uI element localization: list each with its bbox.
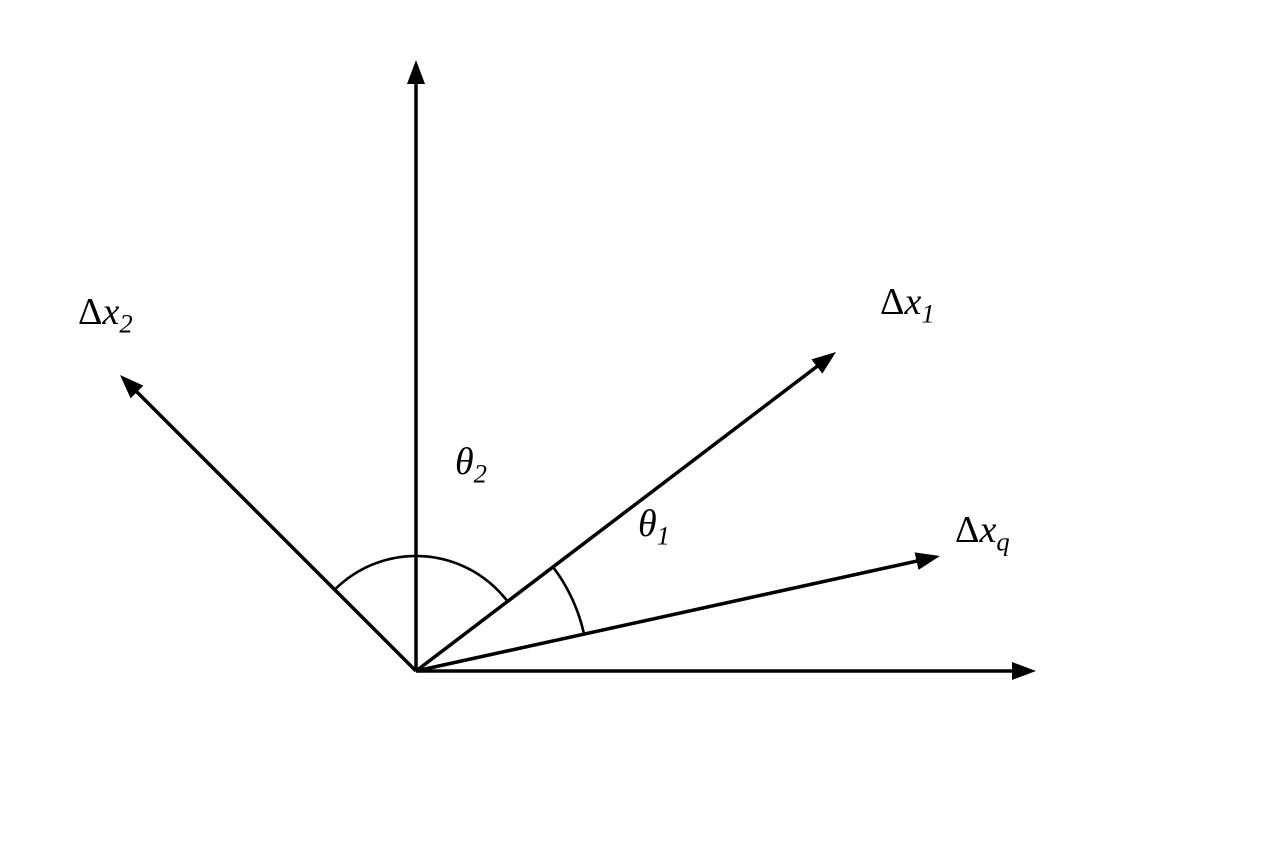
label-dxq: Δxq [955, 508, 1010, 558]
vector-x-axis [416, 662, 1036, 680]
label-theta2: θ2 [455, 440, 487, 490]
label-dx1: Δx1 [880, 280, 935, 330]
arc-theta2 [335, 556, 508, 601]
arc-theta1 [553, 567, 584, 634]
label-theta1: θ1 [638, 502, 670, 552]
vector-y-axis [407, 60, 425, 671]
label-dx2: Δx2 [78, 290, 133, 340]
vector-diagram: Δxq Δx1 Δx2 θ1 θ2 [0, 0, 1286, 839]
diagram-canvas [0, 0, 1286, 839]
vector-dx2 [120, 375, 416, 671]
